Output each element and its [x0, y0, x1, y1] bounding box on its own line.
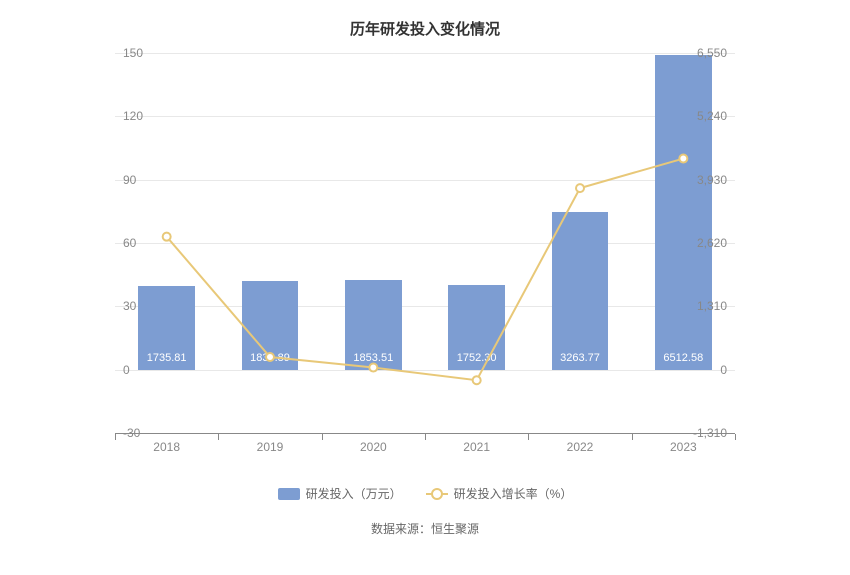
line-layer — [115, 53, 735, 433]
legend: 研发投入（万元） 研发投入增长率（%） — [40, 485, 810, 502]
data-source: 数据来源：恒生聚源 — [40, 520, 810, 537]
line-marker — [473, 376, 481, 384]
x-tick-mark — [322, 434, 323, 440]
y-tick-left: 1,310 — [677, 299, 727, 313]
y-tick-right: 30 — [123, 299, 173, 313]
x-tick-label: 2018 — [153, 440, 180, 454]
inner-plot: 1735.811839.891853.511752.303263.776512.… — [115, 53, 735, 433]
y-tick-right: 90 — [123, 173, 173, 187]
x-tick-mark — [735, 434, 736, 440]
x-tick-mark — [632, 434, 633, 440]
chart-container: 历年研发投入变化情况 1735.811839.891853.511752.303… — [0, 0, 850, 575]
y-tick-left: 5,240 — [677, 109, 727, 123]
y-tick-right: 120 — [123, 109, 173, 123]
legend-label-bar: 研发投入（万元） — [306, 485, 402, 502]
x-tick-mark — [115, 434, 116, 440]
y-tick-right: 60 — [123, 236, 173, 250]
x-axis: 2018 2019 2020 2021 2022 2023 — [115, 433, 735, 453]
legend-item-bar: 研发投入（万元） — [278, 485, 402, 502]
x-tick-mark — [425, 434, 426, 440]
x-tick-mark — [218, 434, 219, 440]
plot-area: 1735.811839.891853.511752.303263.776512.… — [65, 53, 785, 453]
legend-swatch-line — [426, 493, 448, 495]
x-tick-label: 2022 — [567, 440, 594, 454]
y-tick-left: 2,620 — [677, 236, 727, 250]
x-tick-label: 2019 — [257, 440, 284, 454]
y-tick-right: 150 — [123, 46, 173, 60]
legend-label-line: 研发投入增长率（%） — [454, 485, 573, 502]
x-tick-label: 2020 — [360, 440, 387, 454]
legend-swatch-bar — [278, 488, 300, 500]
legend-item-line: 研发投入增长率（%） — [426, 485, 573, 502]
line-marker — [679, 155, 687, 163]
line-marker — [266, 353, 274, 361]
x-tick-mark — [528, 434, 529, 440]
line-marker — [576, 184, 584, 192]
line-marker — [369, 364, 377, 372]
x-tick-label: 2023 — [670, 440, 697, 454]
x-tick-label: 2021 — [463, 440, 490, 454]
y-tick-right: 0 — [123, 363, 173, 377]
growth-line — [167, 159, 684, 381]
y-tick-left: 3,930 — [677, 173, 727, 187]
y-tick-left: 0 — [677, 363, 727, 377]
y-tick-left: 6,550 — [677, 46, 727, 60]
